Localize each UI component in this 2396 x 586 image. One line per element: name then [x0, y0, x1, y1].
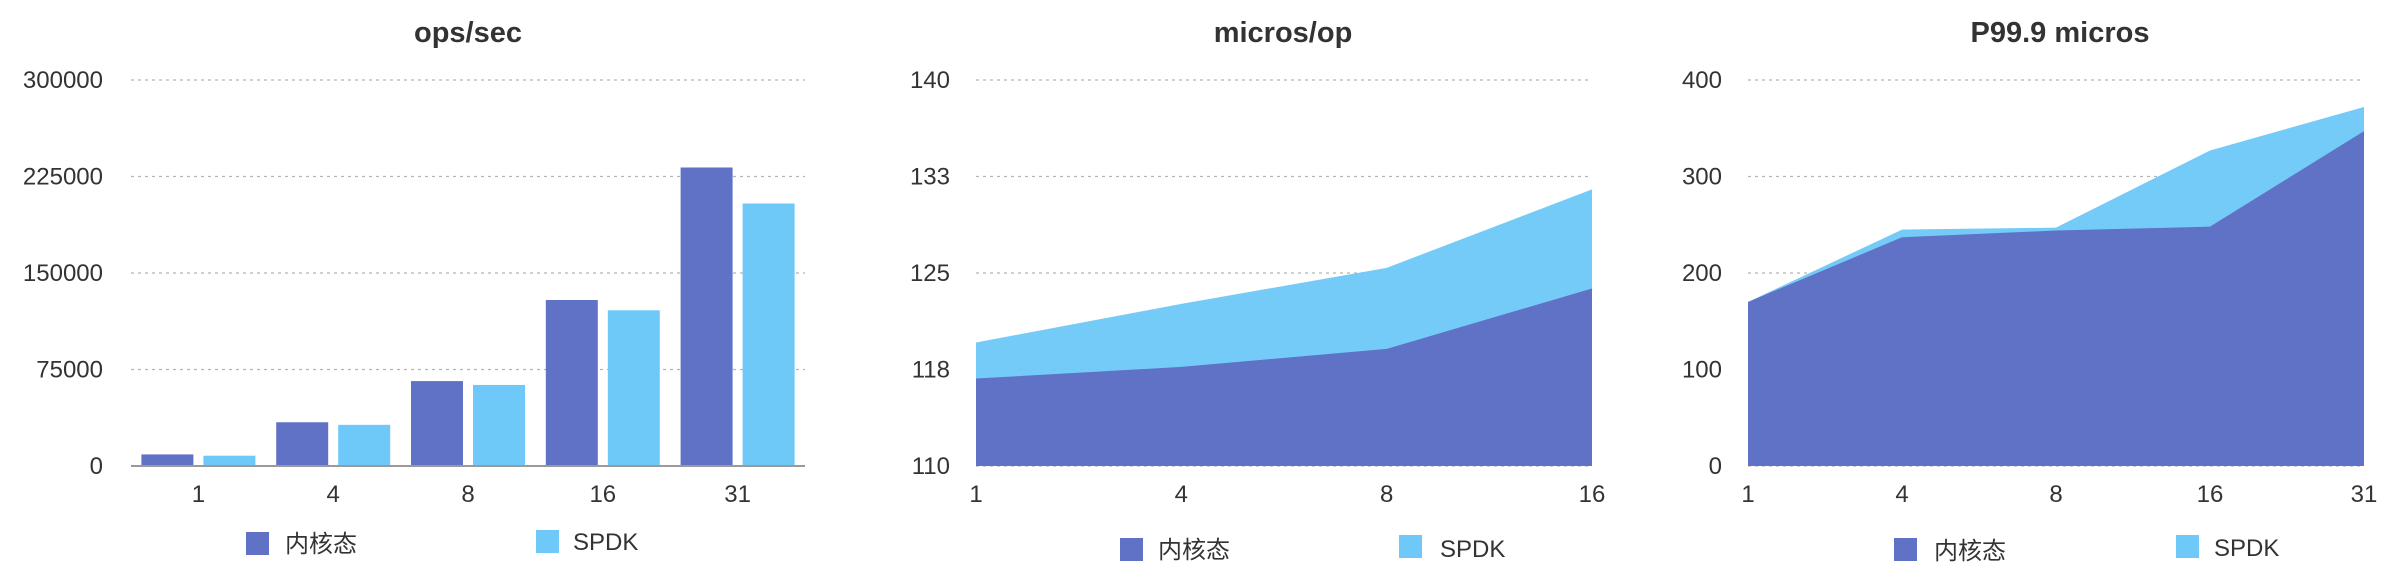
- legend-label-spdk: SPDK: [1440, 536, 1505, 563]
- bar-kernel[interactable]: [411, 381, 463, 466]
- x-tick-label: 1: [192, 481, 205, 508]
- x-tick-label: 8: [1380, 481, 1393, 508]
- bar-kernel[interactable]: [276, 422, 329, 466]
- y-tick-label: 140: [910, 67, 950, 94]
- y-tick-label: 200: [1682, 260, 1722, 287]
- y-tick-label: 0: [1709, 453, 1722, 480]
- x-tick-labels: 1 4 8 16 31: [192, 481, 751, 508]
- bar-spdk[interactable]: [338, 424, 391, 466]
- y-tick-label: 75000: [36, 357, 103, 384]
- x-tick-label: 1: [969, 481, 982, 508]
- legend[interactable]: 内核态 SPDK: [1120, 535, 1505, 564]
- chart-marks: [976, 189, 1592, 466]
- x-tick-labels: 1 4 8 16: [969, 481, 1605, 508]
- x-tick-label: 8: [2049, 481, 2062, 508]
- bar-spdk[interactable]: [203, 455, 256, 466]
- bar-kernel[interactable]: [545, 300, 598, 466]
- legend-label-spdk: SPDK: [573, 529, 638, 556]
- area-kernel[interactable]: [976, 288, 1592, 466]
- legend-swatch-kernel: [1894, 538, 1917, 561]
- y-tick-labels: 0 75000 150000 225000 300000: [23, 67, 103, 480]
- x-tick-label: 31: [2351, 481, 2378, 508]
- x-tick-label: 4: [1175, 481, 1188, 508]
- bar-spdk[interactable]: [742, 203, 795, 466]
- legend[interactable]: 内核态 SPDK: [246, 529, 638, 558]
- area-kernel[interactable]: [1748, 131, 2364, 466]
- y-tick-labels: 0 100 200 300 400: [1682, 67, 1722, 480]
- p99-9-micros-chart: P99.9 micros 0 100 200 300 400 1 4 8 16 31 内核态 S…: [1682, 17, 2377, 565]
- legend[interactable]: 内核态 SPDK: [1894, 535, 2279, 565]
- y-tick-labels: 110 118 125 133 140: [910, 67, 950, 480]
- x-tick-label: 31: [724, 481, 751, 508]
- x-tick-label: 16: [2197, 481, 2224, 508]
- y-tick-label: 125: [910, 260, 950, 287]
- x-tick-label: 8: [461, 481, 474, 508]
- legend-swatch-spdk: [2176, 535, 2199, 558]
- y-tick-label: 100: [1682, 357, 1722, 384]
- legend-label-kernel: 内核态: [285, 531, 357, 558]
- y-tick-label: 0: [90, 453, 103, 480]
- x-tick-label: 1: [1741, 481, 1754, 508]
- bar-spdk[interactable]: [607, 310, 660, 466]
- legend-label-spdk: SPDK: [2214, 535, 2279, 562]
- bar-spdk[interactable]: [473, 384, 525, 466]
- x-tick-label: 16: [589, 481, 616, 508]
- y-tick-label: 118: [912, 357, 950, 384]
- y-tick-label: 400: [1682, 67, 1722, 94]
- legend-label-kernel: 内核态: [1158, 537, 1230, 564]
- chart-marks: [141, 167, 795, 466]
- chart-marks: [1748, 107, 2364, 467]
- x-tick-label: 4: [327, 481, 340, 508]
- chart-title: micros/op: [1214, 17, 1353, 49]
- y-tick-label: 225000: [23, 164, 103, 191]
- bar-kernel[interactable]: [141, 454, 194, 466]
- legend-swatch-spdk: [1399, 535, 1422, 558]
- y-tick-label: 133: [910, 164, 950, 191]
- y-tick-label: 150000: [23, 260, 103, 287]
- micros-per-op-chart: micros/op 110 118 125 133 140 1 4 8 16 内核态 SPDK: [910, 17, 1605, 564]
- legend-swatch-kernel: [1120, 538, 1143, 561]
- legend-label-kernel: 内核态: [1934, 538, 2006, 565]
- x-tick-label: 4: [1895, 481, 1908, 508]
- y-tick-label: 110: [912, 453, 950, 480]
- chart-title: P99.9 micros: [1971, 17, 2150, 49]
- x-tick-labels: 1 4 8 16 31: [1741, 481, 2377, 508]
- y-tick-label: 300000: [23, 67, 103, 94]
- ops-per-sec-chart: ops/sec 0 75000 150000 225000 300000 1 4 8 16 31…: [23, 17, 805, 558]
- chart-title: ops/sec: [414, 17, 522, 49]
- bar-kernel[interactable]: [680, 167, 733, 466]
- legend-swatch-kernel: [246, 532, 269, 555]
- legend-swatch-spdk: [536, 530, 559, 553]
- y-tick-label: 300: [1682, 164, 1722, 191]
- x-tick-label: 16: [1579, 481, 1606, 508]
